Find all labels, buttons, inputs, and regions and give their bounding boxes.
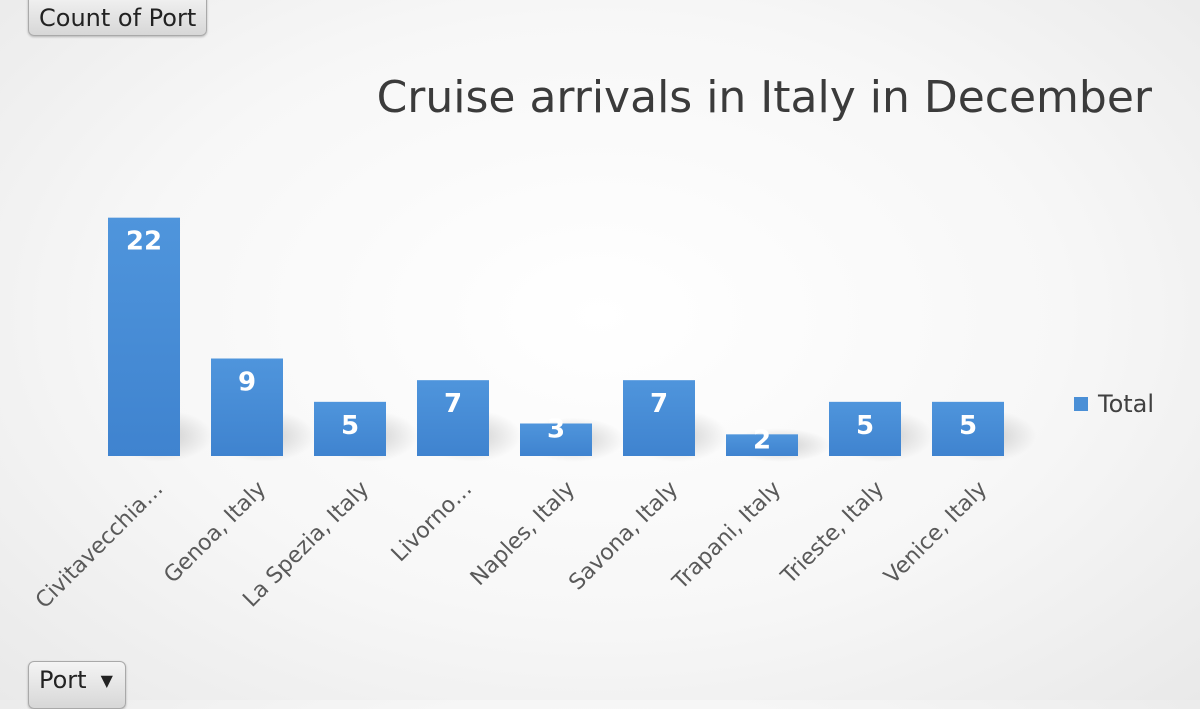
value-field-label: Count of Port — [39, 4, 197, 32]
data-label: 9 — [238, 368, 256, 398]
category-label: Naples, Italy — [466, 477, 580, 591]
category-label: Genoa, Italy — [159, 477, 271, 589]
bars — [108, 217, 1004, 456]
category-label: Trapani, Italy — [667, 477, 786, 596]
bar — [829, 401, 901, 456]
bar — [211, 358, 283, 456]
bar — [726, 434, 798, 456]
data-label: 5 — [341, 411, 359, 441]
data-labels: 22 9 5 7 3 7 2 5 5 — [126, 227, 977, 456]
value-field-button[interactable]: Count of Port — [28, 0, 208, 36]
category-label: Venice, Italy — [880, 477, 993, 590]
bar — [520, 423, 592, 456]
data-label: 3 — [547, 415, 565, 445]
dropdown-arrow-icon: ▼ — [100, 670, 113, 690]
category-label: Civitavecchia… — [31, 477, 168, 614]
bar — [417, 380, 489, 456]
bar — [314, 401, 386, 456]
axis-field-button[interactable]: Port ▼ — [28, 661, 126, 709]
bar — [932, 401, 1004, 456]
category-label: Livorno… — [387, 477, 477, 567]
category-label: Trieste, Italy — [776, 477, 889, 590]
data-label: 5 — [959, 411, 977, 441]
bar — [623, 380, 695, 456]
data-label: 2 — [753, 425, 771, 455]
data-label: 7 — [444, 389, 462, 419]
chart-title: Cruise arrivals in Italy in December — [377, 72, 1153, 123]
legend: Total — [1074, 390, 1154, 418]
category-label: Savona, Italy — [564, 477, 683, 596]
data-label: 7 — [650, 389, 668, 419]
legend-swatch — [1074, 397, 1088, 411]
axis-field-label: Port — [39, 666, 87, 694]
data-label: 22 — [126, 227, 162, 257]
bar — [108, 217, 180, 456]
data-label: 5 — [856, 411, 874, 441]
legend-label: Total — [1097, 390, 1154, 418]
